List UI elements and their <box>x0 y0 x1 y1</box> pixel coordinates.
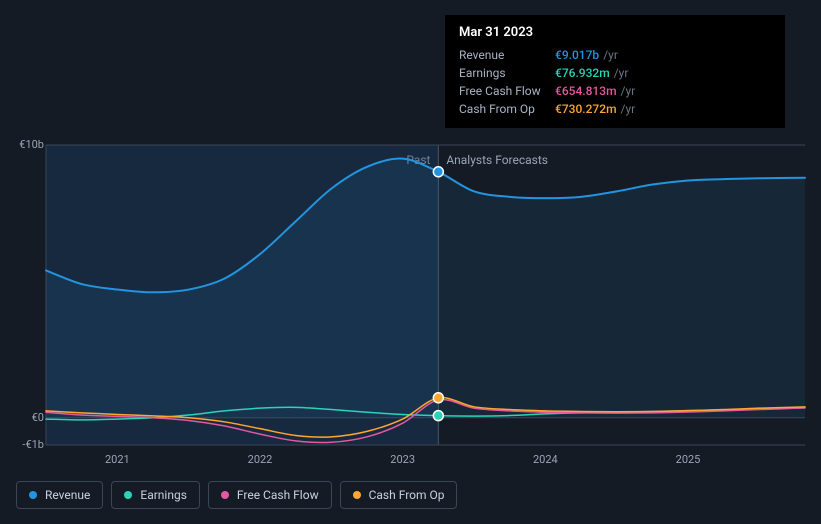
tooltip-metric-label: Revenue <box>459 48 555 62</box>
legend-dot-icon <box>124 491 132 499</box>
tooltip-metric-value: €9.017b <box>555 48 599 62</box>
tooltip-metric-label: Free Cash Flow <box>459 84 555 98</box>
legend-item-free_cash_flow[interactable]: Free Cash Flow <box>208 481 332 509</box>
tooltip-metric-value: €76.932m <box>555 66 610 80</box>
x-axis-tick-label: 2025 <box>676 453 701 466</box>
x-axis-tick-label: 2024 <box>533 453 558 466</box>
tooltip-row: Earnings€76.932m/yr <box>459 64 771 82</box>
legend-label: Revenue <box>45 488 90 502</box>
tooltip-metric-label: Earnings <box>459 66 555 80</box>
chart-container: Mar 31 2023 Revenue€9.017b/yrEarnings€76… <box>16 15 805 509</box>
tooltip-metric-label: Cash From Op <box>459 102 555 116</box>
x-axis-tick-label: 2022 <box>248 453 273 466</box>
x-axis-tick-label: 2023 <box>390 453 415 466</box>
tooltip-date: Mar 31 2023 <box>459 25 771 40</box>
x-axis-tick-label: 2021 <box>105 453 130 466</box>
chart-tooltip: Mar 31 2023 Revenue€9.017b/yrEarnings€76… <box>445 15 785 128</box>
tooltip-metric-value: €730.272m <box>555 102 617 116</box>
tooltip-row: Free Cash Flow€654.813m/yr <box>459 82 771 100</box>
legend-dot-icon <box>29 491 37 499</box>
legend-dot-icon <box>353 491 361 499</box>
legend-dot-icon <box>221 491 229 499</box>
tooltip-unit: /yr <box>621 102 636 116</box>
tooltip-metric-value: €654.813m <box>555 84 617 98</box>
tooltip-row: Revenue€9.017b/yr <box>459 46 771 64</box>
legend-item-cash_from_op[interactable]: Cash From Op <box>340 481 458 509</box>
legend-label: Cash From Op <box>369 488 445 502</box>
legend-item-revenue[interactable]: Revenue <box>16 481 103 509</box>
tooltip-unit: /yr <box>614 66 629 80</box>
legend-item-earnings[interactable]: Earnings <box>111 481 200 509</box>
tooltip-row: Cash From Op€730.272m/yr <box>459 100 771 118</box>
legend-label: Free Cash Flow <box>237 488 319 502</box>
chart-legend: Revenue Earnings Free Cash Flow Cash From O… <box>16 481 457 509</box>
legend-label: Earnings <box>140 488 187 502</box>
tooltip-unit: /yr <box>621 84 636 98</box>
tooltip-unit: /yr <box>603 48 618 62</box>
